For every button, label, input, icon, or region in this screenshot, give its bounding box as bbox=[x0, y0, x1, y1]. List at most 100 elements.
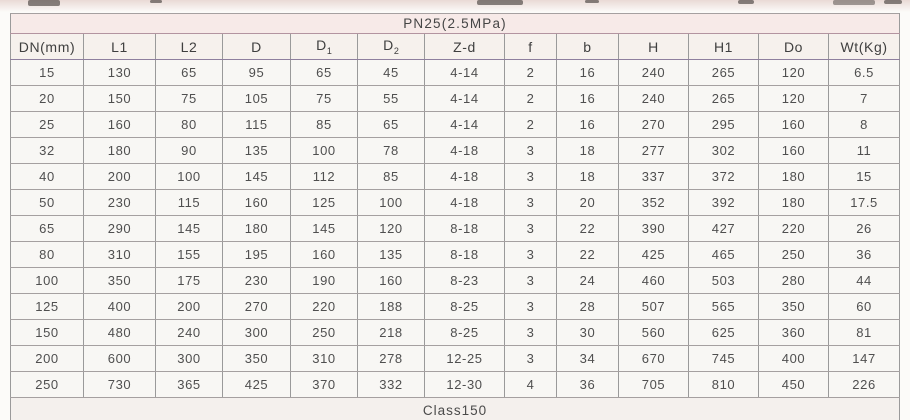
table-cell: 190 bbox=[290, 267, 358, 294]
table-cell: 745 bbox=[688, 345, 759, 372]
scan-smudge bbox=[150, 0, 162, 3]
table-cell: 16 bbox=[556, 85, 619, 112]
table-cell: 265 bbox=[688, 85, 759, 112]
table-cell: 3 bbox=[504, 137, 557, 164]
column-header-z-d: Z-d bbox=[424, 33, 505, 60]
table-cell: 3 bbox=[504, 163, 557, 190]
table-cell: 75 bbox=[155, 85, 223, 112]
table-cell: 3 bbox=[504, 241, 557, 268]
scan-artifact-strip bbox=[0, 0, 910, 12]
table-cell: 120 bbox=[758, 85, 829, 112]
table-cell: 290 bbox=[83, 215, 156, 242]
table-cell: 160 bbox=[758, 111, 829, 138]
column-header-d2: D2 bbox=[357, 33, 425, 60]
table-cell: 85 bbox=[357, 163, 425, 190]
table-cell: 8-18 bbox=[424, 241, 505, 268]
table-cell: 32 bbox=[10, 137, 84, 164]
table-cell: 240 bbox=[155, 319, 223, 346]
table-cell: 125 bbox=[10, 293, 84, 320]
table-cell: 240 bbox=[618, 59, 689, 86]
table-cell: 310 bbox=[83, 241, 156, 268]
table-cell: 145 bbox=[290, 215, 358, 242]
table-cell: 390 bbox=[618, 215, 689, 242]
table-cell: 180 bbox=[758, 163, 829, 190]
table-cell: 12-30 bbox=[424, 371, 505, 398]
table-cell: 300 bbox=[155, 345, 223, 372]
pn25-spec-table: PN25(2.5MPa) DN(mm) L1 L2 D D1 D2 Z-d f b H H1 Do Wt… bbox=[9, 13, 901, 420]
table-cell: 265 bbox=[688, 59, 759, 86]
column-header-l1: L1 bbox=[83, 33, 156, 60]
table-cell: 295 bbox=[688, 111, 759, 138]
table-cell: 145 bbox=[155, 215, 223, 242]
table-cell: 60 bbox=[827, 293, 901, 320]
table-cell: 8-18 bbox=[424, 215, 505, 242]
table-cell: 4-18 bbox=[424, 163, 505, 190]
table-cell: 18 bbox=[556, 163, 619, 190]
table-cell: 65 bbox=[357, 111, 425, 138]
table-cell: 503 bbox=[688, 267, 759, 294]
table-cell: 15 bbox=[10, 59, 84, 86]
table-row: 125 400 200 270 220 188 8-25 3 28 507 565 350 60 bbox=[10, 293, 901, 320]
table-cell: 425 bbox=[222, 371, 291, 398]
table-cell: 337 bbox=[618, 163, 689, 190]
table-cell: 135 bbox=[357, 241, 425, 268]
table-cell: 240 bbox=[618, 85, 689, 112]
table-cell: 352 bbox=[618, 189, 689, 216]
table-row: 80 310 155 195 160 135 8-18 3 22 425 465 250 36 bbox=[10, 241, 901, 268]
table-cell: 100 bbox=[155, 163, 223, 190]
table-cell: 625 bbox=[688, 319, 759, 346]
table-cell: 218 bbox=[357, 319, 425, 346]
table-cell: 200 bbox=[83, 163, 156, 190]
column-header-b: b bbox=[556, 33, 619, 60]
table-cell: 278 bbox=[357, 345, 425, 372]
table-cell: 20 bbox=[10, 85, 84, 112]
table-cell: 188 bbox=[357, 293, 425, 320]
table-cell: 112 bbox=[290, 163, 358, 190]
table-cell: 460 bbox=[618, 267, 689, 294]
table-cell: 730 bbox=[83, 371, 156, 398]
table-cell: 55 bbox=[357, 85, 425, 112]
table-cell: 480 bbox=[83, 319, 156, 346]
table-row: 200 600 300 350 310 278 12-25 3 34 670 745 400 147 bbox=[10, 345, 901, 372]
table-cell: 125 bbox=[290, 189, 358, 216]
table-cell: 18 bbox=[556, 137, 619, 164]
table-cell: 150 bbox=[83, 85, 156, 112]
table-row: 40 200 100 145 112 85 4-18 3 18 337 372 180 15 bbox=[10, 163, 901, 190]
table-cell: 160 bbox=[758, 137, 829, 164]
table-cell: 3 bbox=[504, 319, 557, 346]
table-cell: 130 bbox=[83, 59, 156, 86]
table-cell: 40 bbox=[10, 163, 84, 190]
table-cell: 425 bbox=[618, 241, 689, 268]
table-cell: 4-18 bbox=[424, 189, 505, 216]
column-header-d1: D1 bbox=[290, 33, 358, 60]
table-cell: 200 bbox=[155, 293, 223, 320]
table-cell: 365 bbox=[155, 371, 223, 398]
table-cell: 24 bbox=[556, 267, 619, 294]
table-cell: 8-25 bbox=[424, 319, 505, 346]
table-cell: 200 bbox=[10, 345, 84, 372]
table-cell: 160 bbox=[290, 241, 358, 268]
table-cell: 400 bbox=[758, 345, 829, 372]
table-cell: 427 bbox=[688, 215, 759, 242]
table-cell: 100 bbox=[357, 189, 425, 216]
table-cell: 16 bbox=[556, 111, 619, 138]
column-header-wt-kg: Wt(Kg) bbox=[827, 33, 901, 60]
table-cell: 332 bbox=[357, 371, 425, 398]
table-cell: 16 bbox=[556, 59, 619, 86]
table-cell: 12-25 bbox=[424, 345, 505, 372]
table-cell: 45 bbox=[357, 59, 425, 86]
table-cell: 350 bbox=[83, 267, 156, 294]
table-cell: 3 bbox=[504, 345, 557, 372]
table-cell: 160 bbox=[357, 267, 425, 294]
table-cell: 600 bbox=[83, 345, 156, 372]
table-cell: 3 bbox=[504, 267, 557, 294]
table-row: 65 290 145 180 145 120 8-18 3 22 390 427 220 26 bbox=[10, 215, 901, 242]
table-cell: 3 bbox=[504, 189, 557, 216]
table-cell: 565 bbox=[688, 293, 759, 320]
table-cell: 4-14 bbox=[424, 85, 505, 112]
column-header-d: D bbox=[222, 33, 291, 60]
table-cell: 65 bbox=[10, 215, 84, 242]
table-cell: 370 bbox=[290, 371, 358, 398]
table-cell: 26 bbox=[827, 215, 901, 242]
